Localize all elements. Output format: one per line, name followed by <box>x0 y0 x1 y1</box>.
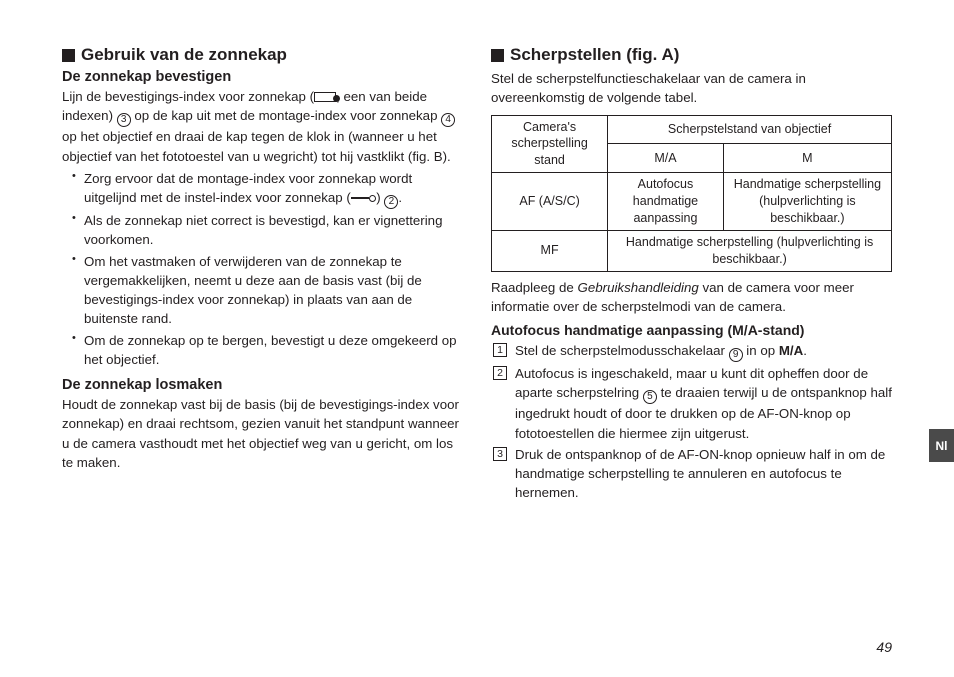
list-item: Zorg ervoor dat de montage-index voor zo… <box>74 169 463 209</box>
list-item: Als de zonnekap niet correct is bevestig… <box>74 211 463 250</box>
circled-2-icon: 2 <box>384 195 398 209</box>
list-item: 3Druk de ontspanknop of de AF-ON-knop op… <box>491 445 892 503</box>
list-item: Om de zonnekap op te bergen, bevestigt u… <box>74 331 463 370</box>
th-m: M <box>723 144 891 173</box>
cell-mf-desc: Handmatige scherpstelling (hulpverlichti… <box>608 230 892 271</box>
para-intro: Stel de scherpstelfunctieschakelaar van … <box>491 69 892 108</box>
cell-af-ma: Autofocus handmatige aanpassing <box>608 173 724 231</box>
cell-mf: MF <box>492 230 608 271</box>
th-lens: Scherpstelstand van objectief <box>608 115 892 144</box>
page-number: 49 <box>876 639 892 655</box>
circled-5-icon: 5 <box>643 390 657 404</box>
circled-9-icon: 9 <box>729 348 743 362</box>
list-item: Om het vastmaken of verwijderen van de z… <box>74 252 463 329</box>
heading-zonnekap: Gebruik van de zonnekap <box>62 45 463 65</box>
subheading-ma: Autofocus handmatige aanpassing (M/A-sta… <box>491 322 892 338</box>
para-attach: Lijn de bevestigings-index voor zonnekap… <box>62 87 463 166</box>
boxed-2-icon: 2 <box>493 366 507 380</box>
left-column: Gebruik van de zonnekap De zonnekap beve… <box>62 45 463 505</box>
square-icon <box>491 49 504 62</box>
cell-af: AF (A/S/C) <box>492 173 608 231</box>
heading-scherpstellen: Scherpstellen (fig. A) <box>491 45 892 65</box>
para-detach: Houdt de zonnekap vast bij de basis (bij… <box>62 395 463 472</box>
square-icon <box>62 49 75 62</box>
right-column: Scherpstellen (fig. A) Stel de scherpste… <box>491 45 892 505</box>
list-item: 1Stel de scherpstelmodusschakelaar 9 in … <box>491 341 892 362</box>
para-ref: Raadpleeg de Gebruikshandleiding van de … <box>491 278 892 317</box>
th-camera: Camera's scherpstelling stand <box>492 115 608 173</box>
subheading-losmaken: De zonnekap losmaken <box>62 377 463 393</box>
bullet-list: Zorg ervoor dat de montage-index voor zo… <box>62 169 463 369</box>
hood-index-icon <box>314 92 336 102</box>
boxed-3-icon: 3 <box>493 447 507 461</box>
list-item: 2Autofocus is ingeschakeld, maar u kunt … <box>491 364 892 443</box>
circled-3-icon: 3 <box>117 113 131 127</box>
boxed-1-icon: 1 <box>493 343 507 357</box>
subheading-bevestigen: De zonnekap bevestigen <box>62 69 463 85</box>
cell-af-m: Handmatige scherpstelling (hulpverlichti… <box>723 173 891 231</box>
numbered-list: 1Stel de scherpstelmodusschakelaar 9 in … <box>491 341 892 503</box>
th-ma: M/A <box>608 144 724 173</box>
language-tab: Nl <box>929 429 954 462</box>
circled-4-icon: 4 <box>441 113 455 127</box>
line-circle-icon <box>351 197 369 199</box>
focus-table: Camera's scherpstelling standScherpstels… <box>491 115 892 272</box>
